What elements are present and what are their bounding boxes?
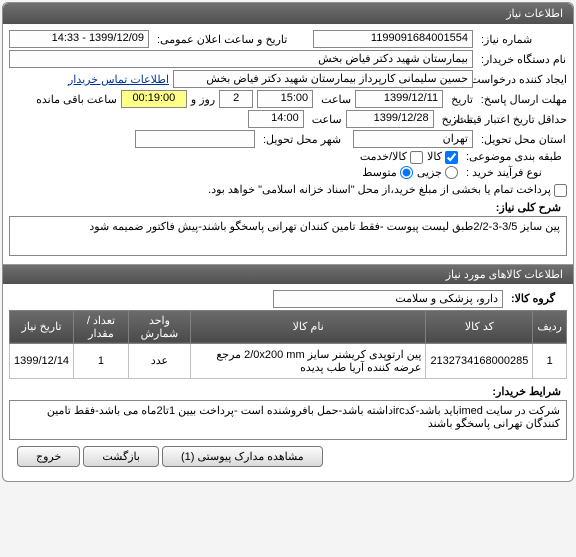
chk-goods-label: کالا — [427, 151, 442, 163]
val-province: تهران — [353, 130, 473, 148]
val-credit-time: 14:00 — [248, 110, 304, 128]
lbl-until-time: ساعت — [308, 113, 342, 126]
link-buyer-contact[interactable]: اطلاعات تماس خریدار — [68, 73, 169, 86]
lbl-credit-min: حداقل تاریخ اعتبار قیمت: — [477, 113, 567, 126]
items-table: ردیفکد کالانام کالاواحد شمارشتعداد / مقد… — [9, 310, 567, 379]
lbl-remain-day: روز و — [191, 93, 215, 106]
val-announce: 1399/12/09 - 14:33 — [9, 30, 149, 48]
val-remain-days: 2 — [219, 90, 253, 108]
rad-medium[interactable] — [400, 166, 413, 179]
rad-small-label: جزیی — [417, 167, 442, 179]
chk-partial-label: پرداخت تمام یا بخشی از مبلغ خرید،از محل … — [208, 184, 551, 196]
rad-medium-label: متوسط — [362, 167, 397, 179]
lbl-remain-suffix: ساعت باقی مانده — [36, 93, 117, 106]
chk-partial-wrap: پرداخت تمام یا بخشی از مبلغ خرید،از محل … — [208, 183, 567, 197]
panel-title: اطلاعات نیاز — [3, 3, 573, 24]
val-goods-group: دارو، پزشکی و سلامت — [273, 290, 503, 308]
val-ans-time: 15:00 — [257, 90, 313, 108]
chk-goods[interactable] — [445, 151, 458, 164]
need-info-panel: اطلاعات نیاز شماره نیاز: 119909168400155… — [2, 2, 574, 482]
table-cell: 1399/12/14 — [10, 343, 74, 378]
lbl-niaz-no: شماره نیاز: — [477, 33, 567, 46]
lbl-goods-group: گروه کالا: — [507, 292, 567, 305]
table-cell: 1 — [74, 343, 129, 378]
items-table-header: تاریخ نیاز — [10, 310, 74, 343]
val-creator: حسین سلیمانی کارپرداز بیمارستان شهید دکت… — [173, 70, 473, 88]
lbl-city: شهر محل تحویل: — [259, 133, 349, 146]
table-row: 12132734168000285پین ارتوپدی کریشنر سایز… — [10, 343, 567, 378]
lbl-budget-cat: طبقه بندی موضوعی: — [462, 150, 567, 163]
chk-service[interactable] — [410, 151, 423, 164]
lbl-province: استان محل تحویل: — [477, 133, 567, 146]
val-city — [135, 130, 255, 148]
chk-goods-wrap: کالا — [427, 150, 458, 164]
items-section-title: اطلاعات کالاهای مورد نیاز — [3, 264, 573, 284]
lbl-announce: تاریخ و ساعت اعلان عمومی: — [153, 33, 309, 46]
lbl-conditions: شرایط خریدار: — [15, 385, 561, 398]
lbl-answer-deadline: مهلت ارسال پاسخ: — [477, 93, 567, 106]
items-table-header: ردیف — [533, 310, 567, 343]
items-table-header: کد کالا — [426, 310, 533, 343]
table-cell: 2132734168000285 — [426, 343, 533, 378]
val-ans-date: 1399/12/11 — [355, 90, 443, 108]
btn-exit[interactable]: خروج — [17, 446, 80, 467]
lbl-buy-type: نوع فرآیند خرید : — [462, 166, 567, 179]
lbl-buyer-org: نام دستگاه خریدار: — [477, 53, 567, 66]
table-cell: عدد — [128, 343, 190, 378]
lbl-creator: ایجاد کننده درخواست: — [477, 73, 567, 86]
table-cell: 1 — [533, 343, 567, 378]
chk-service-label: کالا/خدمت — [360, 151, 407, 163]
lbl-date-word: تاریخ — [447, 93, 473, 106]
val-niaz-no: 1199091684001554 — [313, 30, 473, 48]
val-conditions: شرکت در سایت imedباید باشد-کدircداشته با… — [9, 400, 567, 440]
val-buyer-org: بیمارستان شهید دکتر فیاض بخش — [9, 50, 473, 68]
lbl-until-date: تا تاریخ — [438, 113, 473, 126]
rad-small[interactable] — [445, 166, 458, 179]
rad-small-wrap: جزیی — [417, 166, 458, 180]
val-remain-time: 00:19:00 — [121, 90, 187, 108]
val-desc: پین سایز 3/5-3-2/2طبق لیست پیوست -فقط تا… — [9, 216, 567, 256]
panel-body: شماره نیاز: 1199091684001554 تاریخ و ساع… — [3, 24, 573, 264]
items-table-header: تعداد / مقدار — [74, 310, 129, 343]
items-table-header: واحد شمارش — [128, 310, 190, 343]
val-credit-date: 1399/12/28 — [346, 110, 434, 128]
lbl-desc-title: شرح کلی نیاز: — [15, 201, 561, 214]
items-table-header: نام کالا — [191, 310, 426, 343]
rad-medium-wrap: متوسط — [362, 166, 413, 180]
btn-back[interactable]: بازگشت — [83, 446, 159, 467]
chk-service-wrap: کالا/خدمت — [360, 150, 423, 164]
btn-attachments[interactable]: مشاهده مدارک پیوستی (1) — [162, 446, 323, 467]
items-table-header-row: ردیفکد کالانام کالاواحد شمارشتعداد / مقد… — [10, 310, 567, 343]
chk-partial[interactable] — [554, 184, 567, 197]
table-cell: پین ارتوپدی کریشنر سایز 2/0x200 mm مرجع … — [191, 343, 426, 378]
lbl-time-word: ساعت — [317, 93, 351, 106]
